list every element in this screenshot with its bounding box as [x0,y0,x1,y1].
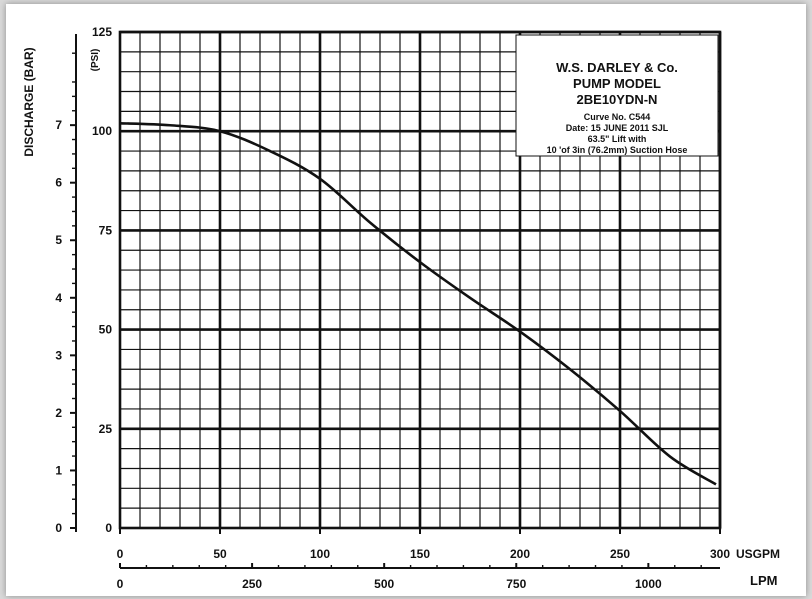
psi-tick-label: 0 [105,521,112,535]
left-axis-label: DISCHARGE (BAR) [22,47,36,156]
bar-tick-label: 0 [55,521,62,535]
usgpm-tick-label: 200 [510,547,530,561]
lpm-unit-label: LPM [750,573,777,588]
usgpm-tick-label: 0 [117,547,124,561]
info-box-line: 10 'of 3in (76.2mm) Suction Hose [547,145,688,155]
usgpm-tick-label: 150 [410,547,430,561]
lpm-tick-label: 500 [374,577,394,591]
bar-tick-labels: 0 1 2 3 4 5 6 7 [55,118,62,535]
info-box-line: 2BE10YDN-N [577,92,658,107]
psi-tick-label: 75 [99,223,113,237]
axes [70,30,722,569]
usgpm-tick-label: 100 [310,547,330,561]
info-box-line: Date: 15 JUNE 2011 SJL [566,123,669,133]
psi-tick-label: 50 [99,323,113,337]
lpm-tick-label: 1000 [635,577,662,591]
usgpm-tick-labels: 0 50 100 150 200 250 300 [117,547,731,561]
bar-tick-label: 2 [55,406,62,420]
info-box-line: W.S. DARLEY & Co. [556,60,678,75]
bar-tick-label: 6 [55,176,62,190]
lpm-tick-label: 0 [117,577,124,591]
info-box-background [515,34,719,157]
usgpm-tick-label: 50 [213,547,227,561]
psi-tick-label: 125 [92,25,112,39]
info-box-line: Curve No. C544 [584,112,651,122]
psi-tick-labels: 0 25 50 75 100 125 [92,25,112,535]
bar-tick-label: 5 [55,233,62,247]
psi-tick-label: 25 [99,422,113,436]
pump-curve-chart: 0 25 50 75 100 125 0 1 2 3 4 5 6 7 0 50 100 150 200 250 30… [22,25,780,591]
usgpm-tick-label: 250 [610,547,630,561]
lpm-tick-labels: 0 250 500 750 1000 [117,577,662,591]
info-box-line: 63.5" Lift with [588,134,647,144]
bar-tick-label: 3 [55,348,62,362]
bar-tick-label: 7 [55,118,62,132]
pump-performance-curve [119,121,717,486]
curve-layer [119,121,717,486]
chart-card: 0 25 50 75 100 125 0 1 2 3 4 5 6 7 0 50 100 150 200 250 30… [6,4,806,596]
psi-tick-label: 100 [92,124,112,138]
info-box-line: PUMP MODEL [573,76,661,91]
lpm-tick-label: 250 [242,577,262,591]
usgpm-tick-label: 300 [710,547,730,561]
psi-axis-label: (PSI) [90,49,101,72]
bar-tick-label: 1 [55,463,62,477]
bar-tick-label: 4 [55,291,62,305]
usgpm-unit-label: USGPM [736,547,780,561]
lpm-tick-label: 750 [506,577,526,591]
